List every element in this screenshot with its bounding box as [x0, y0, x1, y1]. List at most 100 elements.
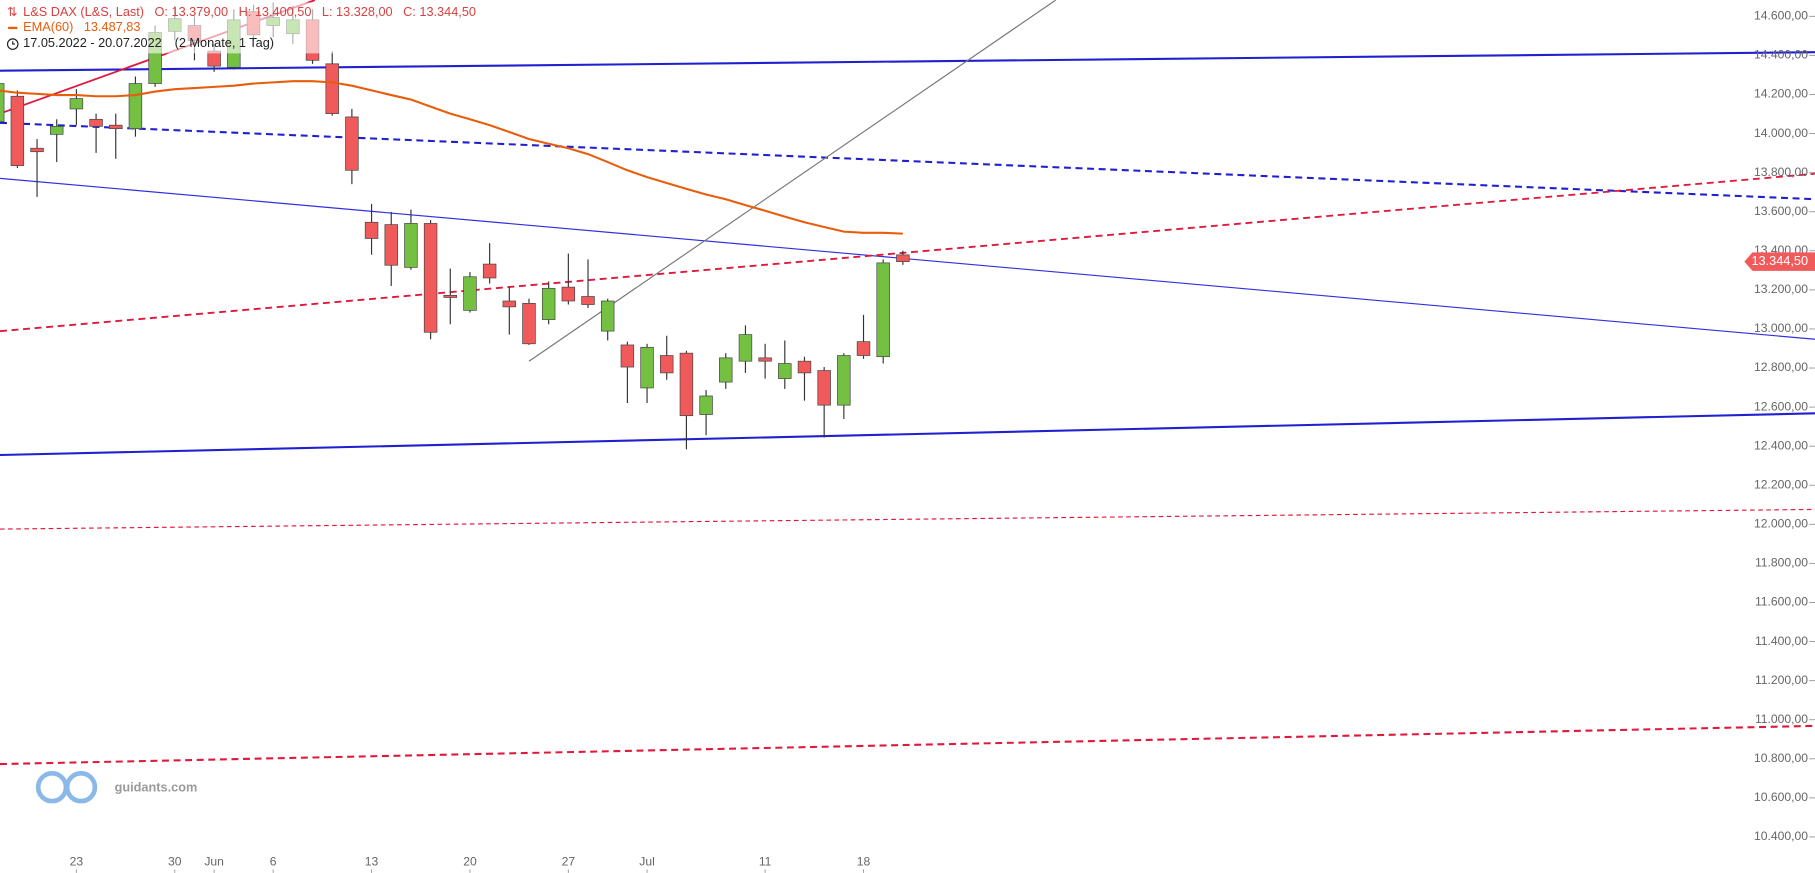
- x-tick-label: 23: [70, 855, 84, 869]
- candle-body: [660, 355, 674, 374]
- x-tick-label: 6: [270, 855, 277, 869]
- y-tick-label: 12.400,00: [1754, 438, 1808, 452]
- candle-body: [620, 344, 635, 368]
- candle-body: [679, 352, 694, 417]
- close-label: C: 13.344,50: [403, 4, 476, 19]
- y-tick-label: 14.000,00: [1754, 126, 1808, 140]
- candle-body: [89, 118, 103, 127]
- price-tag: [1744, 252, 1815, 271]
- x-tick-label: 20: [463, 855, 477, 869]
- y-tick-label: 11.400,00: [1755, 634, 1808, 648]
- x-tick-label: 27: [562, 855, 576, 869]
- trend-line: [0, 172, 1815, 333]
- y-tick-label: 12.200,00: [1754, 477, 1808, 491]
- candle-body: [423, 223, 438, 333]
- candle-body: [345, 116, 359, 171]
- candle-body: [797, 360, 812, 374]
- y-tick-label: 13.000,00: [1754, 321, 1808, 335]
- candle-body: [896, 254, 910, 262]
- trend-line: [0, 51, 1815, 72]
- trend-line: [0, 121, 1815, 201]
- candle-body: [856, 341, 871, 356]
- x-tick-label: Jul: [639, 855, 655, 869]
- legend-period: 17.05.2022 - 20.07.2022 (2 Monate, 1 Tag…: [23, 35, 274, 50]
- candle-body: [30, 147, 44, 153]
- x-tick-label: 30: [168, 855, 182, 869]
- candle-body: [738, 334, 753, 362]
- trend-line: [0, 412, 1815, 457]
- trend-line: [0, 724, 1815, 766]
- candle-body: [837, 355, 851, 406]
- candle-body: [463, 276, 477, 311]
- y-tick-label: 11.200,00: [1755, 673, 1808, 687]
- candle-body: [50, 125, 64, 135]
- candle-body: [581, 296, 595, 305]
- watermark-text: guidants.com: [115, 780, 198, 795]
- trend-lines: [0, 0, 1815, 766]
- candle-body: [561, 286, 576, 302]
- instrument-icon: ⇅: [7, 4, 18, 19]
- clock-icon: [6, 38, 19, 50]
- candle-body: [719, 357, 733, 383]
- logo-ring: [35, 771, 69, 804]
- legend-instrument: L&S DAX (L&S, Last) O: 13.379,00 H: 13.4…: [23, 4, 476, 19]
- instrument-name: L&S DAX (L&S, Last): [23, 4, 144, 19]
- legend: ⇅ L&S DAX (L&S, Last) O: 13.379,00 H: 13…: [0, 2, 476, 54]
- candle-body: [876, 262, 890, 358]
- y-tick-label: 12.800,00: [1754, 360, 1808, 374]
- legend-ema: EMA(60) 13.487,83: [23, 19, 140, 34]
- candle-body: [364, 221, 379, 239]
- candle-body: [384, 224, 398, 266]
- y-tick-label: 11.800,00: [1755, 556, 1808, 570]
- candle-body: [640, 346, 654, 389]
- y-tick-label: 10.800,00: [1754, 751, 1808, 765]
- candle-body: [541, 287, 556, 320]
- candle-body: [522, 302, 536, 345]
- x-tick-label: 18: [857, 855, 871, 869]
- y-tick-label: 13.600,00: [1754, 204, 1808, 218]
- y-tick-label: 14.600,00: [1754, 9, 1808, 23]
- candle-body: [404, 223, 418, 268]
- candle-body: [207, 50, 221, 67]
- candle-body: [128, 83, 143, 130]
- y-tick-label: 11.000,00: [1755, 712, 1808, 726]
- y-tick-label: 14.200,00: [1754, 87, 1808, 101]
- candle-body: [325, 63, 339, 114]
- ema-name: EMA(60): [23, 19, 73, 34]
- y-tick-label: 12.600,00: [1754, 399, 1808, 413]
- ema-line: [0, 80, 903, 235]
- watermark: guidants.com: [35, 771, 198, 804]
- low-label: L: 13.328,00: [322, 4, 393, 19]
- candle-body: [69, 98, 84, 110]
- candle-body: [502, 300, 517, 308]
- period-length: (2 Monate, 1 Tag): [175, 35, 274, 50]
- trend-line: [528, 0, 1056, 362]
- candle-body: [482, 263, 497, 279]
- x-tick-label: 11: [759, 855, 772, 869]
- candle-body: [600, 300, 615, 332]
- candle-body: [758, 357, 772, 362]
- x-tick-label: 13: [365, 855, 379, 869]
- y-tick-label: 10.600,00: [1754, 790, 1808, 804]
- high-label: H: 13.400,50: [239, 4, 312, 19]
- trend-line: [0, 508, 1815, 530]
- clock-hands: [12, 41, 16, 45]
- price-tag-label: 13.344,50: [1751, 253, 1808, 268]
- y-tick-label: 11.600,00: [1755, 595, 1808, 609]
- y-tick-label: 13.200,00: [1754, 282, 1808, 296]
- legend-background: [0, 2, 464, 54]
- y-tick-label: 13.800,00: [1754, 165, 1808, 179]
- open-label: O: 13.379,00: [155, 4, 229, 19]
- candle-body: [699, 395, 713, 415]
- x-tick-label: Jun: [204, 855, 224, 869]
- candle-body: [817, 370, 831, 406]
- candle-body: [109, 124, 123, 130]
- y-tick-label: 10.400,00: [1754, 829, 1808, 843]
- period-range: 17.05.2022 - 20.07.2022: [23, 35, 162, 50]
- y-tick-label: 14.400,00: [1754, 48, 1808, 62]
- ema-value: 13.487,83: [84, 19, 141, 34]
- y-tick-label: 12.000,00: [1754, 517, 1808, 531]
- candle-body: [778, 363, 792, 379]
